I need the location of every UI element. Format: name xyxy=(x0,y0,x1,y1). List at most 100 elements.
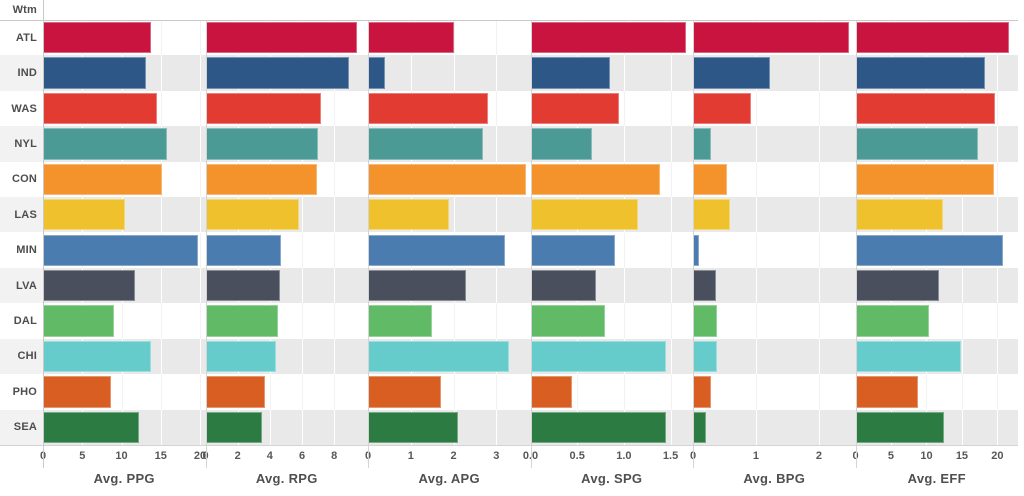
stat-bar[interactable] xyxy=(855,269,939,302)
grid-line xyxy=(818,303,820,339)
stat-bar[interactable] xyxy=(205,340,277,373)
team-row-label[interactable]: WAS xyxy=(0,90,43,127)
stat-bar[interactable] xyxy=(530,376,572,408)
stat-bar[interactable] xyxy=(205,305,278,337)
stat-bar[interactable] xyxy=(205,411,262,443)
team-row-label[interactable]: CON xyxy=(0,161,43,198)
stat-bar[interactable] xyxy=(855,199,943,231)
team-row-label[interactable]: LAS xyxy=(0,197,43,233)
grid-line xyxy=(160,303,162,339)
stat-bar[interactable] xyxy=(693,269,716,302)
stat-bar[interactable] xyxy=(43,376,112,408)
stat-bar[interactable] xyxy=(43,269,135,302)
stat-bar[interactable] xyxy=(530,340,666,373)
stat-bar[interactable] xyxy=(693,411,707,443)
stat-bar[interactable] xyxy=(530,411,666,443)
stat-bar[interactable] xyxy=(368,269,467,302)
stat-bar[interactable] xyxy=(693,92,751,125)
stat-bar[interactable] xyxy=(205,199,299,231)
grid-line xyxy=(200,161,201,198)
stat-bar[interactable] xyxy=(43,411,139,443)
stat-bar[interactable] xyxy=(855,411,945,443)
grid-line xyxy=(160,374,162,410)
row-band xyxy=(205,197,368,233)
axis-tick-label: 0.5 xyxy=(569,450,585,462)
stat-bar[interactable] xyxy=(368,234,505,266)
stat-bar[interactable] xyxy=(205,234,282,266)
stat-bar[interactable] xyxy=(205,128,319,160)
row-band xyxy=(530,232,693,268)
grid-line xyxy=(961,197,963,233)
stat-bar[interactable] xyxy=(530,199,638,231)
stat-bar[interactable] xyxy=(530,305,606,337)
stat-bar[interactable] xyxy=(855,234,1004,266)
stat-bar[interactable] xyxy=(368,163,527,196)
stat-bar[interactable] xyxy=(855,128,979,160)
stat-bar[interactable] xyxy=(43,340,151,373)
stat-bar[interactable] xyxy=(855,57,985,89)
stat-bar[interactable] xyxy=(530,163,661,196)
team-row-label[interactable]: MIN xyxy=(0,232,43,268)
stat-bar[interactable] xyxy=(43,163,163,196)
stat-bar[interactable] xyxy=(693,163,727,196)
stat-bar[interactable] xyxy=(43,128,168,160)
grid-line xyxy=(818,90,820,127)
stat-bar[interactable] xyxy=(368,305,433,337)
grid-line xyxy=(200,232,201,268)
stat-bar[interactable] xyxy=(43,57,146,89)
stat-bar[interactable] xyxy=(855,305,930,337)
stat-bar[interactable] xyxy=(693,376,712,408)
stat-bar[interactable] xyxy=(530,92,620,125)
grid-line xyxy=(818,126,820,162)
stat-bar[interactable] xyxy=(205,22,357,54)
stat-bar[interactable] xyxy=(205,376,266,408)
stat-bar[interactable] xyxy=(855,340,961,373)
stat-bar[interactable] xyxy=(855,376,918,408)
stat-bar[interactable] xyxy=(43,22,151,54)
grid-line xyxy=(121,303,123,339)
stat-bar[interactable] xyxy=(368,411,458,443)
stat-bar[interactable] xyxy=(205,57,349,89)
stat-bar[interactable] xyxy=(693,57,770,89)
team-row-label[interactable]: ATL xyxy=(0,20,43,56)
grid-line xyxy=(755,90,757,127)
stat-bar[interactable] xyxy=(855,92,995,125)
stat-bar[interactable] xyxy=(43,234,199,266)
stat-bar[interactable] xyxy=(530,57,610,89)
stat-bar[interactable] xyxy=(368,128,484,160)
row-band xyxy=(368,126,531,162)
stat-bar[interactable] xyxy=(368,92,488,125)
stat-bar[interactable] xyxy=(368,340,510,373)
team-row-label[interactable]: DAL xyxy=(0,303,43,339)
stat-bar[interactable] xyxy=(205,269,280,302)
stat-bar[interactable] xyxy=(693,340,717,373)
stat-bar[interactable] xyxy=(530,22,686,54)
stat-bar[interactable] xyxy=(205,163,317,196)
stat-bar[interactable] xyxy=(530,269,596,302)
stat-bar[interactable] xyxy=(855,163,994,196)
stat-bar[interactable] xyxy=(368,376,441,408)
stat-bar[interactable] xyxy=(43,92,157,125)
stat-bar[interactable] xyxy=(855,22,1009,54)
header-divider-line xyxy=(0,20,1018,21)
stat-bar[interactable] xyxy=(693,305,717,337)
stat-bar[interactable] xyxy=(530,234,616,266)
team-row-label[interactable]: CHI xyxy=(0,338,43,375)
team-row-label[interactable]: IND xyxy=(0,55,43,91)
stat-bar[interactable] xyxy=(43,305,114,337)
team-row-label[interactable]: LVA xyxy=(0,267,43,304)
stat-bar[interactable] xyxy=(693,22,849,54)
stat-bar[interactable] xyxy=(693,128,712,160)
team-row-label[interactable]: SEA xyxy=(0,409,43,445)
stat-bar[interactable] xyxy=(43,199,125,231)
grid-line xyxy=(623,55,625,91)
team-row-label[interactable]: NYL xyxy=(0,126,43,162)
stat-bar[interactable] xyxy=(368,199,450,231)
stat-bar[interactable] xyxy=(205,92,322,125)
stat-bar[interactable] xyxy=(368,57,386,89)
stat-bar[interactable] xyxy=(368,22,454,54)
stat-bar[interactable] xyxy=(530,128,593,160)
team-row-label[interactable]: PHO xyxy=(0,374,43,410)
axis-tick-label: 6 xyxy=(298,450,306,462)
stat-bar[interactable] xyxy=(693,199,730,231)
